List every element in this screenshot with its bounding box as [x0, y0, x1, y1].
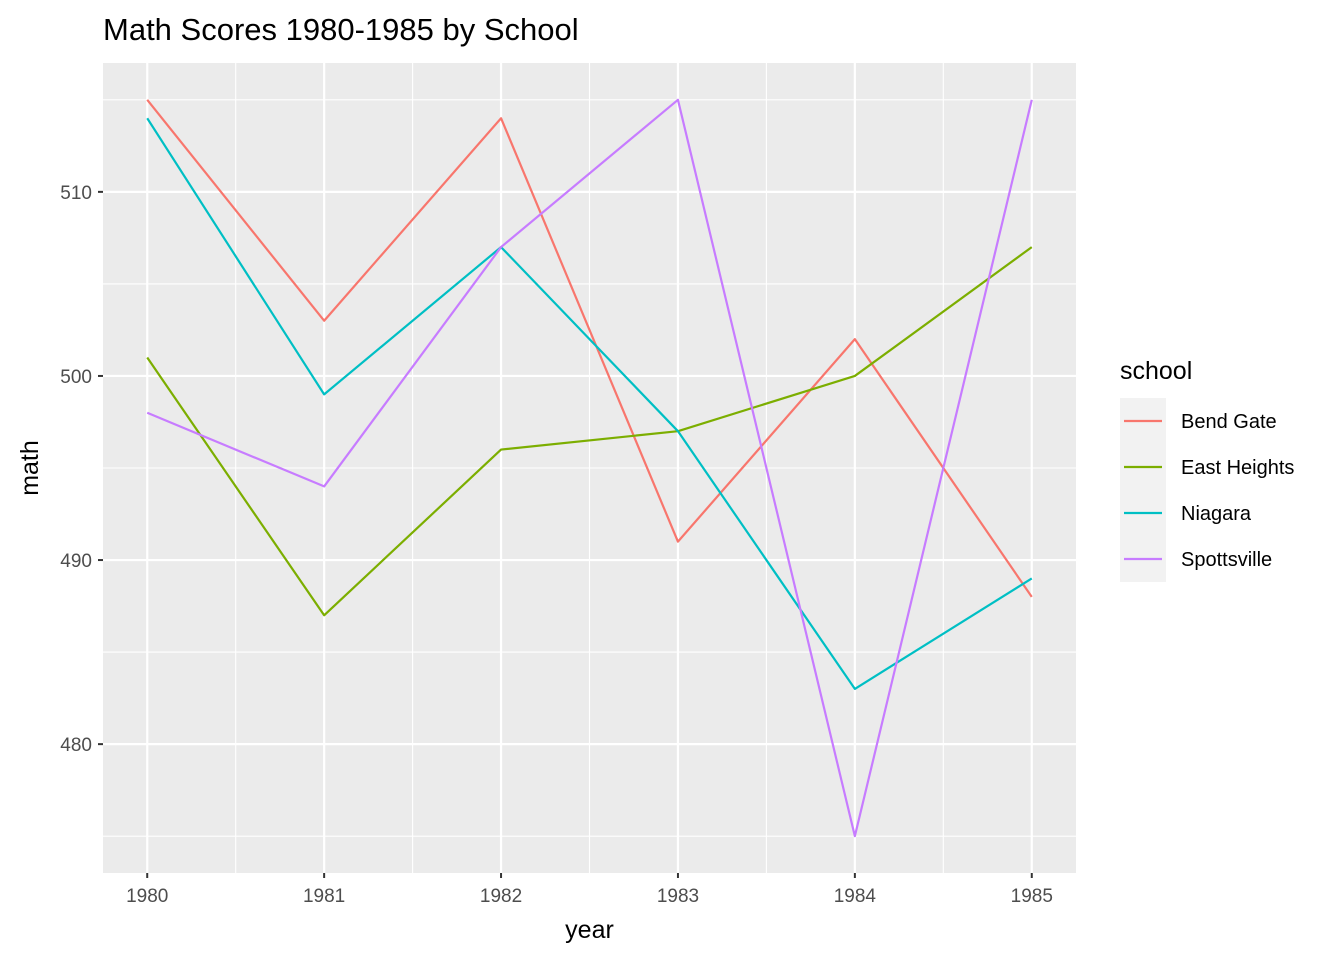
- y-tick-label: 490: [60, 551, 92, 572]
- series-lines: [146, 98, 1033, 838]
- y-tick-label: 510: [60, 183, 92, 204]
- y-tick-label: 480: [60, 735, 92, 756]
- legend-title: school: [1120, 357, 1192, 385]
- chart-title: Math Scores 1980-1985 by School: [103, 12, 579, 47]
- x-axis: 1980 1981 1982 1983 1984 1985: [126, 873, 1053, 907]
- legend-label: Niagara: [1181, 503, 1252, 525]
- series-line-niagara: [146, 117, 1033, 691]
- legend-label: Bend Gate: [1181, 411, 1277, 433]
- legend-items: Bend Gate East Heights Niagara Spottsville: [1124, 411, 1294, 571]
- x-tick-label: 1981: [303, 886, 345, 907]
- x-axis-title: year: [565, 916, 614, 944]
- y-axis-title: math: [16, 440, 44, 496]
- x-tick-label: 1982: [480, 886, 522, 907]
- y-axis: 480 490 500 510: [60, 183, 103, 756]
- legend: school Bend Gate East Heights Niagara Spott…: [1120, 357, 1294, 582]
- series-line-bend-gate: [146, 99, 1033, 598]
- grid-major: [103, 63, 1076, 873]
- y-tick-label: 500: [60, 367, 92, 388]
- series-line-east-heights: [146, 246, 1033, 617]
- legend-label: Spottsville: [1181, 549, 1272, 571]
- x-tick-label: 1984: [834, 886, 877, 907]
- legend-label: East Heights: [1181, 457, 1294, 479]
- x-tick-label: 1980: [126, 886, 168, 907]
- legend-key-background: [1120, 398, 1166, 582]
- series-line-spottsville: [146, 98, 1033, 838]
- x-tick-label: 1983: [657, 886, 699, 907]
- x-tick-label: 1985: [1011, 886, 1053, 907]
